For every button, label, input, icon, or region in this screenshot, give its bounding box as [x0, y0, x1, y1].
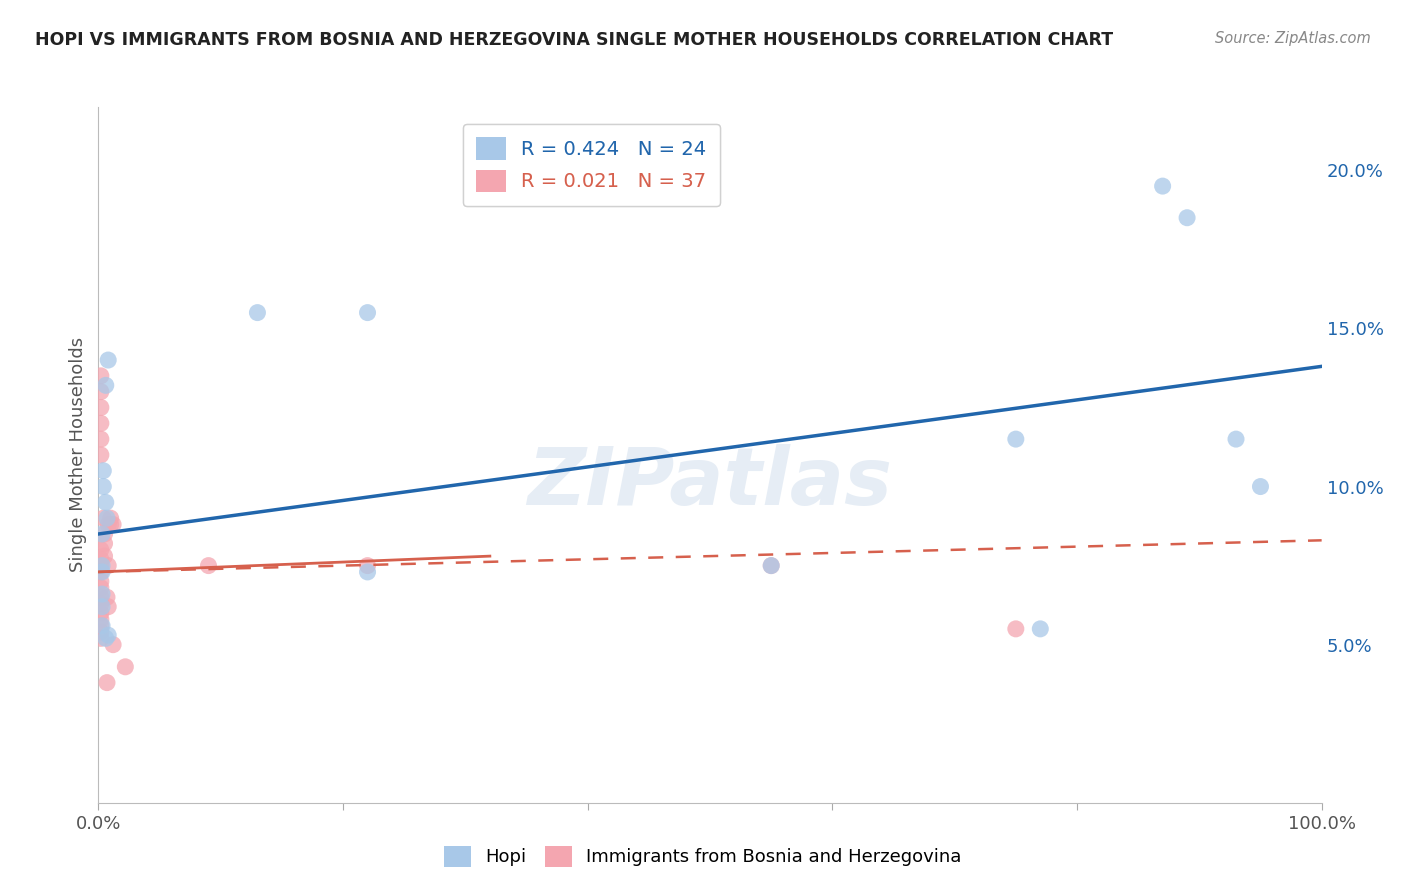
Point [90, 612, 112, 626]
Point [91, 511, 114, 525]
Point [97, 558, 120, 573]
Point [197, 558, 219, 573]
Point [101, 517, 124, 532]
Point [356, 558, 378, 573]
Point [761, 558, 783, 573]
Point [101, 638, 124, 652]
Point [90, 552, 112, 566]
Point [93, 536, 115, 550]
Point [100, 511, 122, 525]
Point [90, 448, 112, 462]
Point [96, 675, 118, 690]
Point [94, 632, 117, 646]
Point [761, 558, 783, 573]
Point [1249, 479, 1271, 493]
Point [91, 618, 114, 632]
Point [90, 597, 112, 611]
Point [100, 517, 122, 532]
Point [1175, 211, 1198, 225]
Point [94, 378, 117, 392]
Point [91, 565, 114, 579]
Point [1225, 432, 1247, 446]
Point [90, 632, 112, 646]
Point [90, 542, 112, 557]
Point [90, 618, 112, 632]
Point [97, 628, 120, 642]
Legend: R = 0.424   N = 24, R = 0.021   N = 37: R = 0.424 N = 24, R = 0.021 N = 37 [463, 124, 720, 205]
Point [97, 353, 120, 368]
Point [356, 305, 378, 319]
Point [1004, 432, 1026, 446]
Text: HOPI VS IMMIGRANTS FROM BOSNIA AND HERZEGOVINA SINGLE MOTHER HOUSEHOLDS CORRELAT: HOPI VS IMMIGRANTS FROM BOSNIA AND HERZE… [35, 31, 1114, 49]
Point [90, 432, 112, 446]
Point [91, 479, 114, 493]
Point [1029, 622, 1052, 636]
Point [90, 574, 112, 589]
Point [90, 368, 112, 383]
Point [91, 558, 114, 573]
Point [96, 591, 118, 605]
Point [1004, 622, 1026, 636]
Point [90, 417, 112, 431]
Point [90, 591, 112, 605]
Point [90, 558, 112, 573]
Point [90, 581, 112, 595]
Y-axis label: Single Mother Households: Single Mother Households [69, 337, 87, 573]
Point [90, 401, 112, 415]
Point [90, 565, 112, 579]
Point [90, 606, 112, 620]
Point [97, 517, 120, 532]
Text: ZIPatlas: ZIPatlas [527, 443, 893, 522]
Point [90, 625, 112, 640]
Point [114, 660, 136, 674]
Point [93, 527, 115, 541]
Point [91, 464, 114, 478]
Point [91, 587, 114, 601]
Text: Source: ZipAtlas.com: Source: ZipAtlas.com [1215, 31, 1371, 46]
Point [97, 599, 120, 614]
Point [91, 599, 114, 614]
Point [94, 495, 117, 509]
Point [91, 527, 114, 541]
Point [246, 305, 269, 319]
Point [90, 384, 112, 399]
Point [96, 511, 118, 525]
Point [356, 565, 378, 579]
Point [1152, 179, 1174, 194]
Point [93, 549, 115, 563]
Legend: Hopi, Immigrants from Bosnia and Herzegovina: Hopi, Immigrants from Bosnia and Herzego… [437, 838, 969, 874]
